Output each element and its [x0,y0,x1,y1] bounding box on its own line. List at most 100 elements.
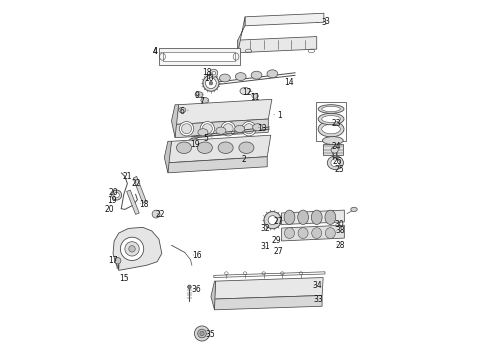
Text: 7: 7 [199,97,208,106]
Text: 27: 27 [273,247,283,256]
Ellipse shape [253,124,263,131]
Ellipse shape [114,192,119,198]
Ellipse shape [322,116,341,122]
Text: 25: 25 [334,166,344,175]
Polygon shape [113,227,162,270]
Text: 13: 13 [257,123,267,132]
Ellipse shape [351,207,357,212]
Polygon shape [175,99,272,125]
Ellipse shape [251,71,262,79]
Ellipse shape [331,159,340,167]
Text: 34: 34 [313,281,322,290]
Ellipse shape [235,73,246,81]
Polygon shape [282,210,344,225]
Ellipse shape [188,285,191,289]
Ellipse shape [325,228,335,238]
Ellipse shape [216,127,226,134]
Ellipse shape [252,93,258,98]
Text: 30: 30 [334,220,344,229]
Ellipse shape [235,125,245,132]
Text: 32: 32 [260,224,270,233]
Polygon shape [133,176,147,203]
Text: 23: 23 [332,119,341,128]
Ellipse shape [322,107,341,112]
Polygon shape [316,102,346,141]
Ellipse shape [264,212,281,229]
Ellipse shape [181,124,192,134]
Ellipse shape [202,124,212,134]
Text: 22: 22 [132,179,142,188]
Text: 16: 16 [192,251,201,260]
Text: 9: 9 [194,91,203,100]
Ellipse shape [195,92,203,98]
Ellipse shape [197,329,206,338]
Ellipse shape [331,147,338,153]
Text: 20: 20 [108,188,118,197]
Polygon shape [168,157,267,173]
Polygon shape [159,48,240,65]
Polygon shape [163,52,235,61]
Text: 4: 4 [153,47,163,56]
Polygon shape [245,13,324,26]
Text: 6: 6 [180,107,188,116]
Ellipse shape [115,257,121,264]
Ellipse shape [209,81,213,85]
Ellipse shape [205,78,216,89]
Ellipse shape [152,210,160,218]
Ellipse shape [244,124,254,134]
Text: 3: 3 [324,17,329,26]
Ellipse shape [179,107,186,113]
Text: 22: 22 [156,210,166,219]
Polygon shape [164,141,171,173]
Text: 24: 24 [332,142,341,151]
Ellipse shape [267,70,278,78]
Text: 17: 17 [108,256,118,265]
Polygon shape [168,135,271,163]
Text: 19: 19 [191,140,200,149]
Text: 18: 18 [139,200,148,209]
Ellipse shape [318,121,344,137]
Text: 26: 26 [333,157,343,166]
Polygon shape [126,190,139,215]
Text: 15: 15 [119,274,128,283]
Ellipse shape [311,210,322,225]
Text: 2: 2 [238,155,246,164]
Text: 29: 29 [272,236,281,245]
Text: 33: 33 [314,294,323,303]
Text: 36: 36 [192,285,201,294]
Polygon shape [238,17,245,53]
Ellipse shape [210,69,218,77]
Text: 19: 19 [107,196,117,205]
Ellipse shape [312,228,322,238]
Text: 1: 1 [274,111,282,120]
Ellipse shape [179,122,194,136]
Polygon shape [323,144,343,155]
Ellipse shape [223,124,233,134]
Ellipse shape [203,75,219,91]
Ellipse shape [201,98,209,103]
Ellipse shape [176,142,192,153]
Ellipse shape [240,87,250,95]
Polygon shape [211,281,216,310]
Text: 14: 14 [284,78,294,87]
Text: 10: 10 [204,75,214,84]
Ellipse shape [212,71,216,75]
Text: 27: 27 [273,217,283,226]
Ellipse shape [112,190,122,200]
Polygon shape [282,225,344,241]
Ellipse shape [200,331,204,336]
Ellipse shape [298,210,309,225]
Ellipse shape [190,141,198,149]
Text: 20: 20 [105,205,114,214]
Ellipse shape [318,105,344,113]
Ellipse shape [220,74,230,82]
Ellipse shape [187,138,201,152]
Ellipse shape [318,113,344,125]
Text: 38: 38 [335,226,345,235]
Ellipse shape [285,228,294,238]
Polygon shape [215,296,322,310]
Ellipse shape [284,210,295,225]
Ellipse shape [200,122,215,136]
Text: 4: 4 [152,47,157,56]
Text: 18: 18 [202,68,213,77]
